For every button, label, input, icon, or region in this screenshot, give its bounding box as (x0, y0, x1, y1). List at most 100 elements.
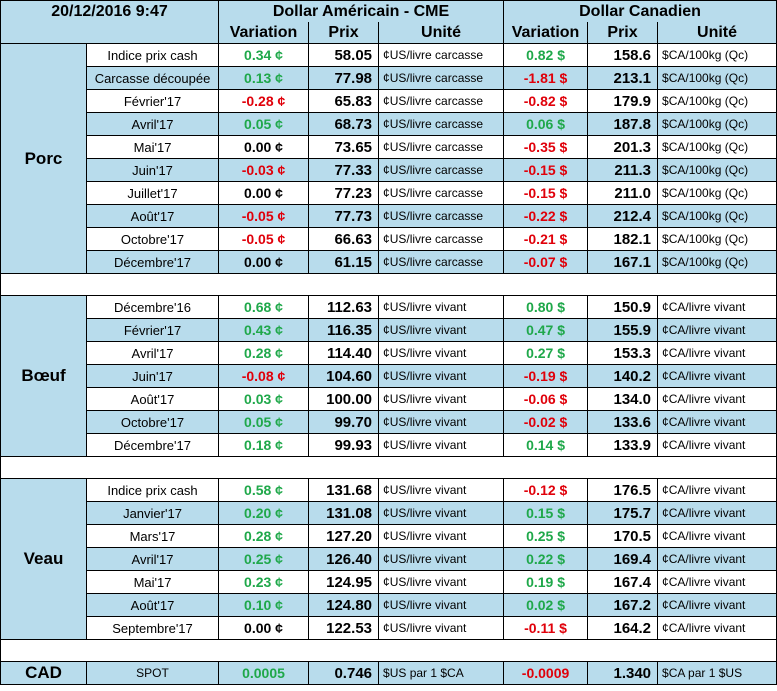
usd-unit: ¢US/livre carcasse (378, 181, 505, 205)
cad-unit: $CA/100kg (Qc) (657, 66, 777, 90)
cad-variation: -0.02 $ (503, 410, 589, 434)
cad-unit: $CA/100kg (Qc) (657, 43, 777, 67)
usd-variation: -0.08 ¢ (218, 364, 310, 388)
contract-label: Décembre'16 (85, 295, 220, 319)
contract-label: Février'17 (85, 318, 220, 342)
usd-price: 104.60 (308, 364, 380, 388)
cad-variation: 0.02 $ (503, 593, 589, 617)
cad-variation: -0.82 $ (503, 89, 589, 113)
category-label: Porc (0, 43, 87, 274)
cad-variation: 0.80 $ (503, 295, 589, 319)
cad-price: 211.3 (587, 158, 659, 182)
table-row: Juin'17 -0.08 ¢ 104.60 ¢US/livre vivant -0.1… (1, 364, 777, 388)
cad-price: 170.5 (587, 524, 659, 548)
usd-variation: 0.00 ¢ (218, 250, 310, 274)
cad-usd-variation: 0.0005 (218, 661, 310, 685)
usd-unit: ¢US/livre vivant (378, 524, 505, 548)
cad-unit: ¢CA/livre vivant (657, 478, 777, 502)
cad-label: CAD (0, 661, 87, 685)
usd-unit: ¢US/livre carcasse (378, 158, 505, 182)
cad-usd-price: 0.746 (308, 661, 380, 685)
cad-unit: $CA/100kg (Qc) (657, 250, 777, 274)
usd-unit: ¢US/livre vivant (378, 364, 505, 388)
spacer-cell (0, 456, 777, 479)
contract-label: Indice prix cash (85, 478, 220, 502)
contract-label: Octobre'17 (85, 227, 220, 251)
cad-price: 201.3 (587, 135, 659, 159)
cad-variation: -0.12 $ (503, 478, 589, 502)
usd-variation: 0.23 ¢ (218, 570, 310, 594)
usd-unit: ¢US/livre carcasse (378, 43, 505, 67)
cad-unit: ¢CA/livre vivant (657, 318, 777, 342)
cad-unit: ¢CA/livre vivant (657, 616, 777, 640)
usd-unit: ¢US/livre carcasse (378, 135, 505, 159)
usd-variation: 0.34 ¢ (218, 43, 310, 67)
usd-unit: ¢US/livre vivant (378, 501, 505, 525)
header-blank (0, 22, 220, 44)
cad-price: 150.9 (587, 295, 659, 319)
usd-variation: 0.28 ¢ (218, 341, 310, 365)
usd-variation-header: Variation (218, 22, 310, 44)
cad-cad-variation: -0.0009 (503, 661, 589, 685)
cad-unit: ¢CA/livre vivant (657, 433, 777, 457)
usd-variation: 0.10 ¢ (218, 593, 310, 617)
usd-variation: -0.05 ¢ (218, 204, 310, 228)
table-row: Carcasse découpée 0.13 ¢ 77.98 ¢US/livre ca… (1, 66, 777, 90)
usd-variation: 0.05 ¢ (218, 112, 310, 136)
cad-variation: 0.47 $ (503, 318, 589, 342)
cad-unit: ¢CA/livre vivant (657, 524, 777, 548)
cad-price: 155.9 (587, 318, 659, 342)
cad-variation: -0.21 $ (503, 227, 589, 251)
cad-price: 169.4 (587, 547, 659, 571)
usd-unit: ¢US/livre vivant (378, 478, 505, 502)
contract-label: Août'17 (85, 387, 220, 411)
contract-label: Décembre'17 (85, 433, 220, 457)
cad-price: 213.1 (587, 66, 659, 90)
cad-price: 187.8 (587, 112, 659, 136)
usd-variation: 0.58 ¢ (218, 478, 310, 502)
cad-variation: -0.06 $ (503, 387, 589, 411)
table-row: Décembre'17 0.00 ¢ 61.15 ¢US/livre carcasse… (1, 250, 777, 274)
usd-price: 73.65 (308, 135, 380, 159)
usd-unit: ¢US/livre carcasse (378, 204, 505, 228)
table-row: Février'17 0.43 ¢ 116.35 ¢US/livre vivant 0.… (1, 318, 777, 342)
cad-price: 133.6 (587, 410, 659, 434)
cad-price: 179.9 (587, 89, 659, 113)
usd-variation: 0.28 ¢ (218, 524, 310, 548)
table-row: Février'17 -0.28 ¢ 65.83 ¢US/livre carcasse… (1, 89, 777, 113)
usd-price: 99.93 (308, 433, 380, 457)
cad-price: 167.4 (587, 570, 659, 594)
usd-unit: ¢US/livre vivant (378, 616, 505, 640)
cad-variation: 0.14 $ (503, 433, 589, 457)
table-row: Mai'17 0.23 ¢ 124.95 ¢US/livre vivant 0.19 $… (1, 570, 777, 594)
usd-variation: 0.25 ¢ (218, 547, 310, 571)
usd-unit: ¢US/livre vivant (378, 295, 505, 319)
cad-price: 164.2 (587, 616, 659, 640)
cad-price: 175.7 (587, 501, 659, 525)
usd-variation: 0.43 ¢ (218, 318, 310, 342)
usd-variation: 0.20 ¢ (218, 501, 310, 525)
cad-variation: -0.15 $ (503, 181, 589, 205)
usd-variation: -0.05 ¢ (218, 227, 310, 251)
cad-variation: 0.82 $ (503, 43, 589, 67)
usd-variation: 0.68 ¢ (218, 295, 310, 319)
cad-price: 167.1 (587, 250, 659, 274)
table-row: Août'17 -0.05 ¢ 77.73 ¢US/livre carcasse -0.… (1, 204, 777, 228)
cad-unit: ¢CA/livre vivant (657, 410, 777, 434)
cad-price: 182.1 (587, 227, 659, 251)
usd-price: 122.53 (308, 616, 380, 640)
spacer-cell (0, 273, 777, 296)
table-row: Mars'17 0.28 ¢ 127.20 ¢US/livre vivant 0.25 … (1, 524, 777, 548)
contract-label: Mars'17 (85, 524, 220, 548)
contract-label: Décembre'17 (85, 250, 220, 274)
cad-unit: ¢CA/livre vivant (657, 547, 777, 571)
cad-variation: -0.07 $ (503, 250, 589, 274)
cad-unit: ¢CA/livre vivant (657, 570, 777, 594)
cad-cad-unit: $CA par 1 $US (657, 661, 777, 685)
contract-label: Février'17 (85, 89, 220, 113)
usd-price: 99.70 (308, 410, 380, 434)
cad-variation: -0.15 $ (503, 158, 589, 182)
cad-unit: ¢CA/livre vivant (657, 341, 777, 365)
section-spacer (0, 639, 777, 662)
